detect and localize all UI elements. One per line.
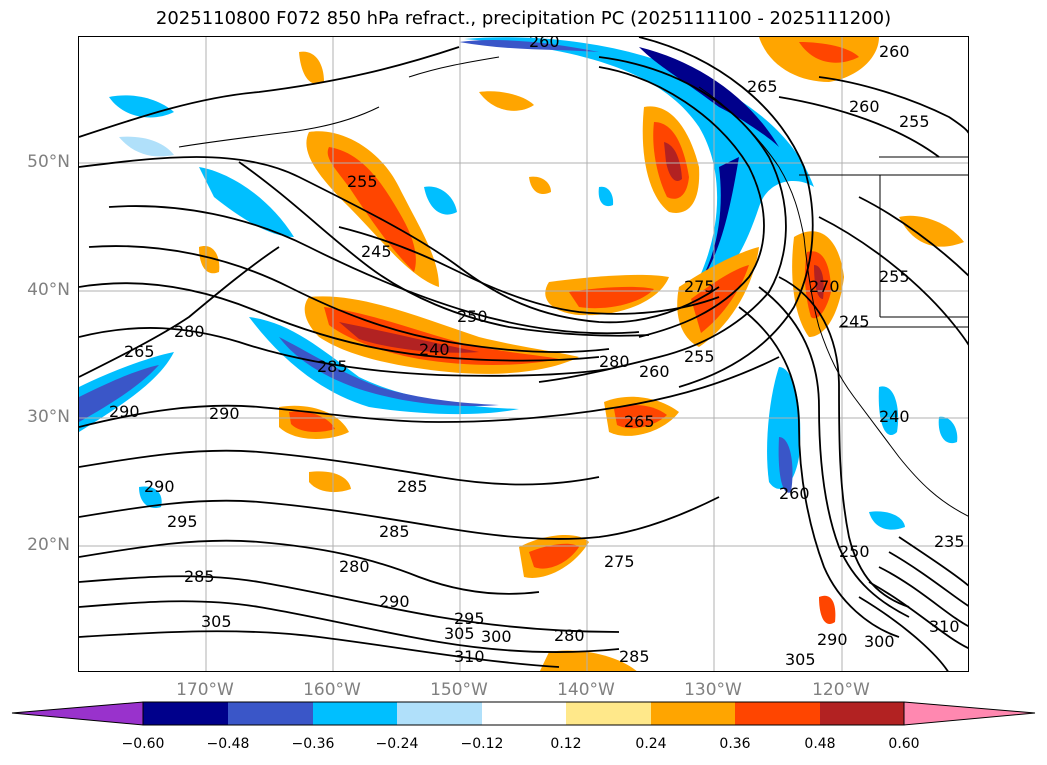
contour-label-layer: 260 265 260 255 260 255 245 250 240 275 …	[109, 37, 965, 669]
contour-label: 290	[817, 630, 848, 649]
contour-label: 260	[639, 362, 670, 381]
contour-label: 245	[361, 242, 392, 261]
contour-label: 255	[347, 172, 378, 191]
contour-label: 285	[397, 477, 428, 496]
colorbar-bin	[651, 702, 735, 725]
contour-label: 255	[879, 267, 910, 286]
lat-label-20n: 20°N	[27, 535, 70, 555]
colorbar-tick: 0.24	[635, 736, 667, 752]
precip-fill-layer	[79, 37, 964, 671]
contour-label: 255	[899, 112, 930, 131]
colorbar-max-extend	[903, 701, 1036, 726]
colorbar-tick: 0.60	[888, 736, 920, 752]
map-panel: 260 265 260 255 260 255 245 250 240 275 …	[78, 36, 969, 672]
colorbar-tick: −0.24	[375, 736, 419, 752]
colorbar-tick: −0.12	[460, 736, 504, 752]
colorbar-bin	[566, 702, 651, 725]
contour-label: 300	[481, 627, 512, 646]
contour-label: 295	[167, 512, 198, 531]
contour-label: 280	[554, 626, 585, 645]
contour-label: 250	[457, 307, 488, 326]
contour-label: 300	[864, 632, 895, 651]
contour-label: 305	[444, 624, 475, 643]
colorbar	[11, 701, 1036, 726]
colorbar-min-extend	[11, 701, 144, 726]
colorbar-tick: 0.36	[719, 736, 751, 752]
contour-label: 290	[109, 402, 140, 421]
negative-arc-mid	[697, 157, 739, 287]
colorbar-bin	[820, 702, 904, 725]
contour-label: 255	[684, 347, 715, 366]
contour-label: 265	[124, 342, 155, 361]
contour-label: 280	[339, 557, 370, 576]
lon-label-150w: 150°W	[430, 680, 488, 700]
contour-label: 285	[317, 357, 348, 376]
contour-label: 275	[684, 277, 715, 296]
graticule	[79, 37, 968, 671]
contour-label: 290	[144, 477, 175, 496]
colorbar-tick: −0.60	[121, 736, 165, 752]
contour-label: 310	[929, 617, 960, 636]
contour-label: 290	[209, 404, 240, 423]
contour-label: 260	[879, 42, 910, 61]
contour-label: 290	[379, 592, 410, 611]
contour-label: 285	[184, 567, 215, 586]
colorbar-tick: −0.36	[291, 736, 335, 752]
contour-label: 240	[879, 407, 910, 426]
lon-label-130w: 130°W	[684, 680, 742, 700]
contour-label: 280	[174, 322, 205, 341]
colorbar-tick: −0.48	[206, 736, 250, 752]
lat-label-30n: 30°N	[27, 407, 70, 427]
contour-label: 260	[529, 37, 560, 51]
contour-label: 295	[454, 609, 485, 628]
contour-label: 275	[604, 552, 635, 571]
contour-label: 305	[785, 650, 816, 669]
contour-label: 260	[779, 484, 810, 503]
colorbar-bin	[313, 702, 397, 725]
contour-label: 235	[934, 532, 965, 551]
contour-label: 285	[619, 647, 650, 666]
colorbar-bin	[482, 702, 566, 725]
contour-label: 245	[839, 312, 870, 331]
coastlines	[178, 56, 968, 517]
lon-label-120w: 120°W	[812, 680, 870, 700]
colorbar-bin	[735, 702, 820, 725]
colorbar-tick: 0.12	[550, 736, 582, 752]
lon-label-160w: 160°W	[303, 680, 361, 700]
lon-label-140w: 140°W	[557, 680, 615, 700]
contour-label: 265	[747, 77, 778, 96]
contour-label: 240	[419, 340, 450, 359]
contour-label: 305	[201, 612, 232, 631]
refractivity-contours	[79, 37, 968, 671]
lat-label-50n: 50°N	[27, 152, 70, 172]
contour-label: 280	[599, 352, 630, 371]
lon-label-170w: 170°W	[176, 680, 234, 700]
contour-label: 260	[849, 97, 880, 116]
contour-label: 285	[379, 522, 410, 541]
contour-label: 270	[809, 277, 840, 296]
map-title: 2025110800 F072 850 hPa refract., precip…	[155, 8, 892, 29]
lat-label-40n: 40°N	[27, 280, 70, 300]
contour-label: 265	[624, 412, 655, 431]
colorbar-bin	[143, 702, 228, 725]
contour-label: 250	[839, 542, 870, 561]
colorbar-bin	[228, 702, 313, 725]
colorbar-tick: 0.48	[804, 736, 836, 752]
colorbar-bin	[397, 702, 482, 725]
contour-label: 310	[454, 647, 485, 666]
map-graphic: 260 265 260 255 260 255 245 250 240 275 …	[79, 37, 968, 671]
